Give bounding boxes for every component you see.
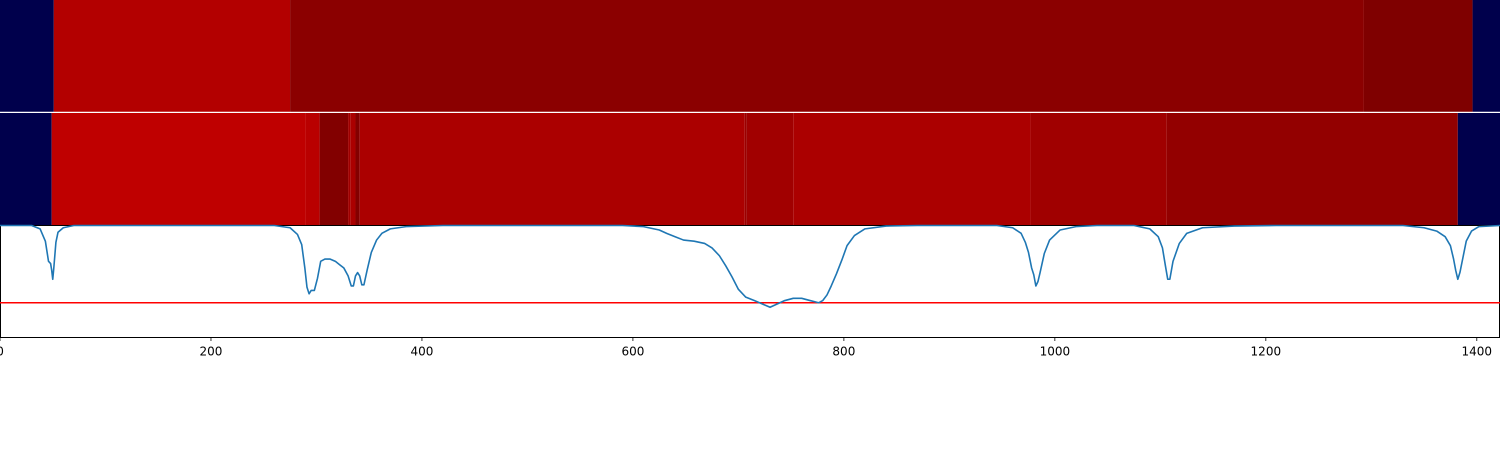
heatmap-middle-segment-4 <box>348 113 351 225</box>
heatmap-middle-segment-1 <box>51 113 306 225</box>
heatmap-middle-segment-12 <box>1166 113 1458 225</box>
heatmap-middle-segment-6 <box>355 113 360 225</box>
x-tick-label-800: 800 <box>832 345 855 359</box>
line-plot-area <box>0 224 1500 309</box>
x-tick-label-600: 600 <box>621 345 644 359</box>
heatmap-middle-segment-13 <box>1457 113 1500 225</box>
x-tick-label-200: 200 <box>200 345 223 359</box>
heatmap-middle-segment-7 <box>359 113 745 225</box>
x-tick-label-400: 400 <box>410 345 433 359</box>
heatmap-strip-middle <box>0 113 1500 225</box>
x-axis: 0 200 400 600 800 1000 1200 1400 <box>0 337 1493 359</box>
heatmap-top-segment-0 <box>0 0 54 112</box>
heatmap-top-segment-2 <box>290 0 1364 112</box>
heatmap-middle-segment-5 <box>350 113 356 225</box>
plot-frame <box>0 225 1500 338</box>
heatmap-top-segment-4 <box>1472 0 1500 112</box>
x-tick-label-0: 0 <box>0 345 4 359</box>
x-tick-label-1200: 1200 <box>1251 345 1282 359</box>
heatmap-middle-segment-11 <box>1030 113 1167 225</box>
heatmap-top-segment-1 <box>53 0 291 112</box>
heatmap-middle-segment-2 <box>305 113 320 225</box>
heatmap-middle-segment-10 <box>793 113 1031 225</box>
heatmap-strip-top <box>0 0 1500 112</box>
heatmap-middle-segment-8 <box>744 113 747 225</box>
series-line <box>0 224 1500 309</box>
heatmap-middle-segment-0 <box>0 113 52 225</box>
line-plot-panel <box>0 224 1500 338</box>
x-tick-label-1400: 1400 <box>1462 345 1493 359</box>
heatmap-middle-segment-3 <box>319 113 349 225</box>
heatmap-top-segment-3 <box>1363 0 1473 112</box>
heatmap-middle-segment-9 <box>746 113 794 225</box>
x-tick-label-1000: 1000 <box>1040 345 1071 359</box>
